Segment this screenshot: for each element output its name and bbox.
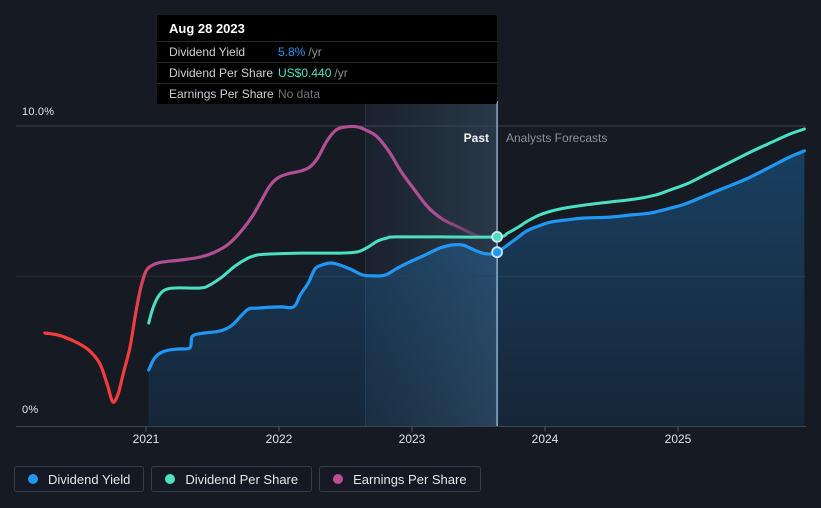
tooltip-suffix: /yr — [308, 45, 322, 59]
tooltip-row-earnings-per-share: Earnings Per Share No data — [157, 83, 497, 104]
y-axis-label-top: 10.0% — [22, 106, 55, 118]
tooltip-row-dividend-per-share: Dividend Per Share US$0.440 /yr — [157, 62, 497, 83]
forecast-region-label: Analysts Forecasts — [506, 131, 608, 145]
hover-tooltip: Aug 28 2023 Dividend Yield 5.8% /yr Divi… — [157, 15, 497, 104]
legend-label: Dividend Yield — [48, 471, 131, 487]
tooltip-label: Dividend Per Share — [169, 66, 274, 80]
tooltip-value: No data — [278, 87, 321, 101]
tooltip-value: 5.8% — [278, 45, 306, 59]
tooltip-label: Dividend Yield — [169, 45, 246, 59]
chart-legend: Dividend Yield Dividend Per Share Earnin… — [14, 466, 481, 492]
tooltip-row-dividend-yield: Dividend Yield 5.8% /yr — [157, 41, 497, 62]
tooltip-date: Aug 28 2023 — [169, 21, 245, 36]
past-region-label: Past — [463, 131, 489, 145]
tooltip-suffix: /yr — [334, 66, 348, 80]
x-axis-label: 2021 — [132, 432, 160, 446]
legend-item-earnings-per-share[interactable]: Earnings Per Share — [319, 466, 481, 492]
x-axis-label: 2025 — [664, 432, 692, 446]
legend-label: Earnings Per Share — [353, 471, 467, 487]
legend-label: Dividend Per Share — [185, 471, 299, 487]
x-axis-label: 2024 — [531, 432, 559, 446]
tooltip-label: Earnings Per Share — [169, 87, 274, 101]
y-axis-label-bottom: 0% — [22, 404, 39, 416]
earnings-per-share-dot-icon — [333, 474, 344, 484]
tooltip-value: US$0.440 — [278, 66, 332, 80]
x-axis-label: 2022 — [265, 432, 293, 446]
dividend-per-share-dot-icon — [165, 474, 176, 484]
legend-item-dividend-per-share[interactable]: Dividend Per Share — [151, 466, 313, 492]
dividend-yield-dot-icon — [28, 474, 38, 484]
legend-item-dividend-yield[interactable]: Dividend Yield — [14, 466, 145, 492]
x-axis-label: 2023 — [398, 432, 426, 446]
